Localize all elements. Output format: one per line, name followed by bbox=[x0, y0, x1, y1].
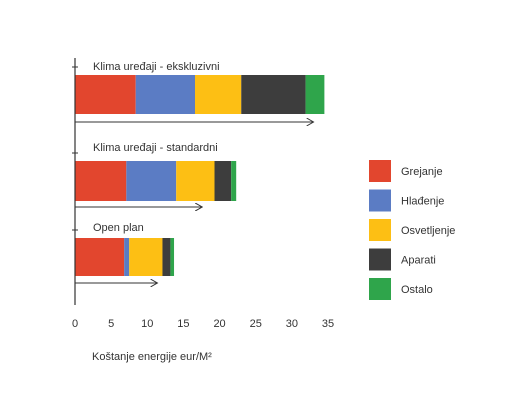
legend-label: Hlađenje bbox=[401, 196, 444, 208]
bar-segment-hlađenje bbox=[124, 238, 130, 276]
bar-segment-aparati bbox=[214, 161, 232, 201]
legend-swatch-grejanje bbox=[369, 160, 391, 182]
category-label: Klima uređaji - ekskluzivni bbox=[93, 61, 220, 73]
x-tick-label: 0 bbox=[72, 318, 78, 330]
bar-segment-hlađenje bbox=[135, 75, 195, 114]
category-label: Open plan bbox=[93, 222, 144, 234]
x-tick-label: 20 bbox=[213, 318, 225, 330]
legend-swatch-hlađenje bbox=[369, 189, 391, 212]
category-label: Klima uređaji - standardni bbox=[93, 142, 218, 154]
x-tick-label: 10 bbox=[141, 318, 153, 330]
x-tick-label: 30 bbox=[286, 318, 298, 330]
legend-label: Osvetljenje bbox=[401, 225, 455, 237]
bar-segment-osvetljenje bbox=[129, 238, 163, 276]
x-tick-label: 25 bbox=[250, 318, 262, 330]
bar-segment-aparati bbox=[162, 238, 171, 276]
legend-swatch-ostalo bbox=[369, 278, 391, 300]
bar-segment-hlađenje bbox=[126, 161, 177, 201]
bar-segment-osvetljenje bbox=[194, 75, 242, 114]
x-tick-label: 35 bbox=[322, 318, 334, 330]
bar-segment-aparati bbox=[241, 75, 306, 114]
legend-swatch-osvetljenje bbox=[369, 219, 391, 241]
legend-swatch-aparati bbox=[369, 248, 391, 271]
bar-segment-grejanje bbox=[75, 238, 125, 276]
legend-label: Grejanje bbox=[401, 166, 443, 178]
x-axis-label: Koštanje energije eur/M² bbox=[92, 351, 212, 363]
bar-segment-ostalo bbox=[170, 238, 175, 276]
x-tick-label: 5 bbox=[108, 318, 114, 330]
bar-segment-ostalo bbox=[231, 161, 237, 201]
bar-segment-osvetljenje bbox=[176, 161, 215, 201]
legend-label: Ostalo bbox=[401, 284, 433, 296]
bar-segment-grejanje bbox=[75, 75, 136, 114]
legend-label: Aparati bbox=[401, 255, 436, 267]
x-tick-label: 15 bbox=[177, 318, 189, 330]
bar-segment-ostalo bbox=[305, 75, 325, 114]
bar-segment-grejanje bbox=[75, 161, 127, 201]
